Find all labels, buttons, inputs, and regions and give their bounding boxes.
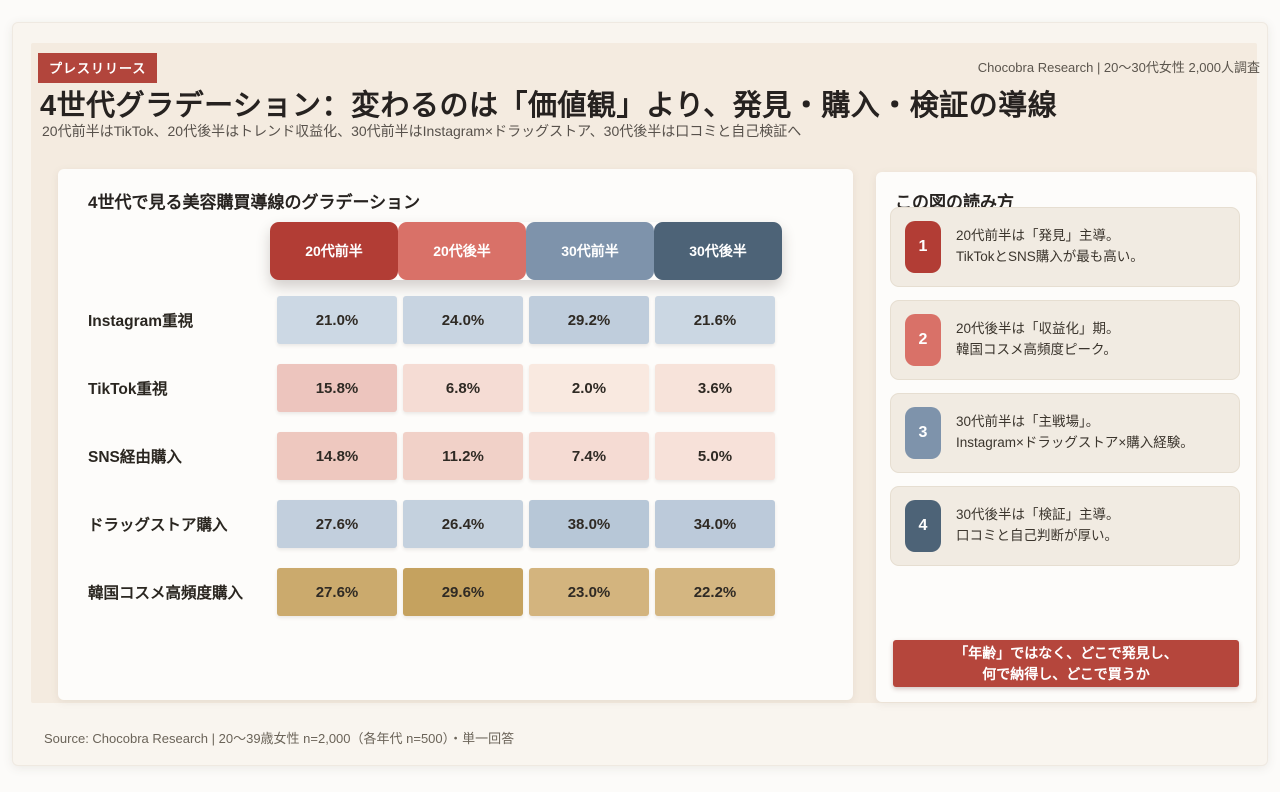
legend-note-number: 4 [905,500,941,552]
row-label: Instagram重視 [88,313,194,330]
heatmap-cell: 29.2% [529,296,649,344]
heatmap-row: 韓国コスメ高頻度購入 27.6% 29.6% 23.0% 22.2% [88,568,775,616]
column-header-bar: 20代前半 20代後半 30代前半 30代後半 [270,222,782,280]
legend-panel: この図の読み方 1 20代前半は「発見」主導。 TikTokとSNS購入が最も高い。… [876,172,1256,702]
footer-source: Source: Chocobra Research | 20〜39歳女性 n=2… [44,731,515,746]
heatmap-cell: 26.4% [403,500,523,548]
heatmap-cell: 24.0% [403,296,523,344]
legend-note-2: 2 20代後半は「収益化」期。 韓国コスメ高頻度ピーク。 [890,300,1240,380]
heatmap-row: SNS経由購入 14.8% 11.2% 7.4% 5.0% [88,432,775,480]
legend-note-number: 2 [905,314,941,366]
legend-note-text: 20代後半は「収益化」期。 韓国コスメ高頻度ピーク。 [956,321,1120,357]
column-header-3: 30代前半 [526,222,654,280]
heatmap-cell: 23.0% [529,568,649,616]
heatmap-cell: 22.2% [655,568,775,616]
heatmap-title: 4世代で見る美容購買導線のグラデーション [88,193,421,212]
conclusion-line-2: 何で納得し、どこで買うか [982,665,1150,682]
legend-note-text: 30代前半は「主戦場」。 Instagram×ドラッグストア×購入経験。 [956,414,1194,450]
heatmap-cell: 34.0% [655,500,775,548]
heatmap-cell: 3.6% [655,364,775,412]
heatmap-cell: 15.8% [277,364,397,412]
legend-note-4: 4 30代後半は「検証」主導。 口コミと自己判断が厚い。 [890,486,1240,566]
legend-note-text: 30代後半は「検証」主導。 口コミと自己判断が厚い。 [956,507,1120,543]
heatmap-cell: 6.8% [403,364,523,412]
legend-note-text: 20代前半は「発見」主導。 TikTokとSNS購入が最も高い。 [956,228,1144,264]
heatmap-rows: Instagram重視 21.0% 24.0% 29.2% 21.6% TikTok重視 1… [88,296,775,636]
heatmap-cell: 27.6% [277,500,397,548]
heatmap-cell: 21.0% [277,296,397,344]
row-label: ドラッグストア購入 [88,517,228,534]
press-release-badge: プレスリリース [38,53,158,83]
heatmap-cell: 14.8% [277,432,397,480]
row-label: 韓国コスメ高頻度購入 [88,585,244,602]
row-label: SNS経由購入 [88,449,182,466]
column-header-4: 30代後半 [654,222,782,280]
heatmap-cell: 38.0% [529,500,649,548]
heatmap-cell: 27.6% [277,568,397,616]
page-subtitle: 20代前半はTikTok、20代後半はトレンド収益化、30代前半はInstagr… [42,123,802,139]
column-header-2: 20代後半 [398,222,526,280]
column-header-1: 20代前半 [270,222,398,280]
heatmap-panel: 4世代で見る美容購買導線のグラデーション 20代前半 20代後半 30代前半 30代後… [58,169,853,700]
heatmap-cell: 7.4% [529,432,649,480]
legend-note-3: 3 30代前半は「主戦場」。 Instagram×ドラッグストア×購入経験。 [890,393,1240,473]
heatmap-row: TikTok重視 15.8% 6.8% 2.0% 3.6% [88,364,775,412]
page-title: 4世代グラデーション：変わるのは「価値観」より、発見・購入・検証の導線 [40,90,1058,122]
heatmap-cell: 21.6% [655,296,775,344]
heatmap-cell: 11.2% [403,432,523,480]
legend-note-1: 1 20代前半は「発見」主導。 TikTokとSNS購入が最も高い。 [890,207,1240,287]
legend-note-number: 3 [905,407,941,459]
heatmap-cell: 29.6% [403,568,523,616]
heatmap-row: ドラッグストア購入 27.6% 26.4% 38.0% 34.0% [88,500,775,548]
legend-notes: 1 20代前半は「発見」主導。 TikTokとSNS購入が最も高い。 2 20代後半は「… [890,207,1240,579]
conclusion-banner: 「年齢」ではなく、どこで発見し、 何で納得し、どこで買うか [893,640,1239,687]
heatmap-row: Instagram重視 21.0% 24.0% 29.2% 21.6% [88,296,775,344]
research-credit: Chocobra Research | 20〜30代女性 2,000人調査 [977,60,1260,75]
row-label: TikTok重視 [88,381,168,398]
conclusion-line-1: 「年齢」ではなく、どこで発見し、 [954,644,1178,661]
heatmap-cell: 2.0% [529,364,649,412]
legend-note-number: 1 [905,221,941,273]
heatmap-cell: 5.0% [655,432,775,480]
